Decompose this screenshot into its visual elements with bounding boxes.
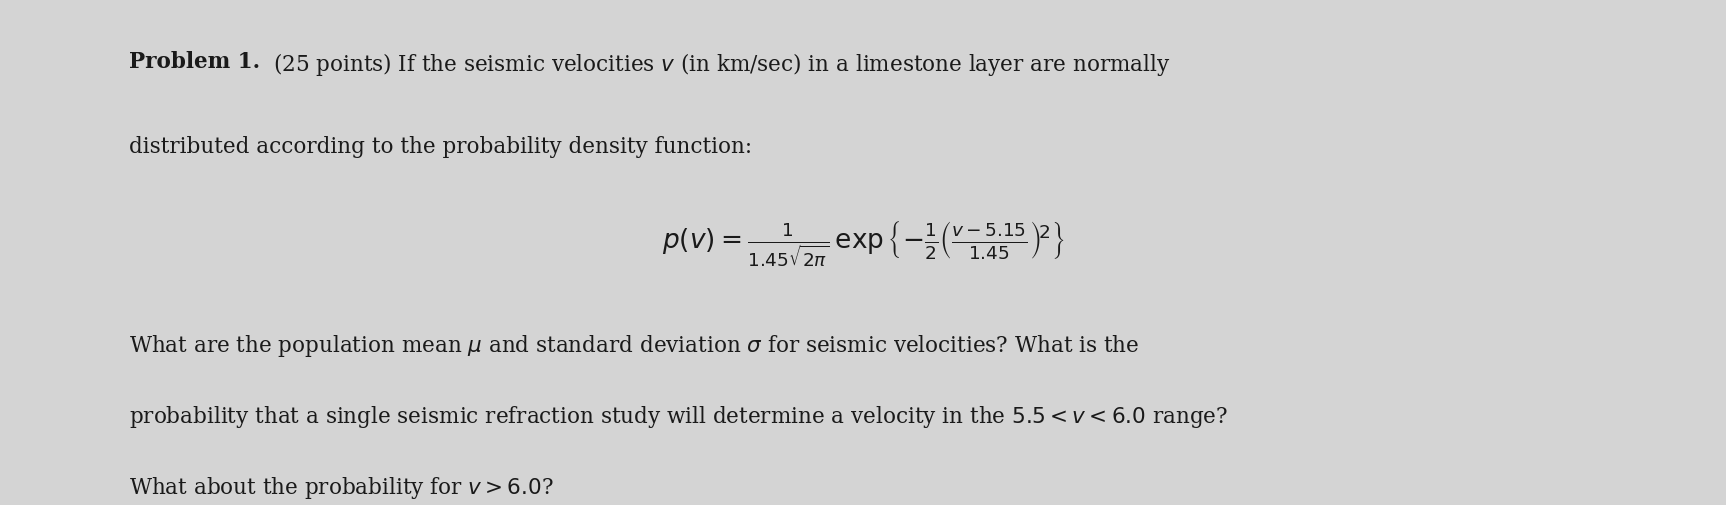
Text: What about the probability for $v > 6.0$?: What about the probability for $v > 6.0$…	[129, 475, 554, 500]
Text: probability that a single seismic refraction study will determine a velocity in : probability that a single seismic refrac…	[129, 404, 1229, 430]
Text: (25 points) If the seismic velocities $v$ (in km/sec) in a limestone layer are n: (25 points) If the seismic velocities $v…	[273, 50, 1170, 77]
Text: What are the population mean $\mu$ and standard deviation $\sigma$ for seismic v: What are the population mean $\mu$ and s…	[129, 333, 1139, 359]
Text: distributed according to the probability density function:: distributed according to the probability…	[129, 136, 753, 159]
Text: Problem 1.: Problem 1.	[129, 50, 261, 73]
Text: $p(v) = \frac{1}{1.45\sqrt{2\pi}}\,\exp\left\{-\frac{1}{2}\left(\frac{v-5.15}{1.: $p(v) = \frac{1}{1.45\sqrt{2\pi}}\,\exp\…	[661, 220, 1065, 269]
